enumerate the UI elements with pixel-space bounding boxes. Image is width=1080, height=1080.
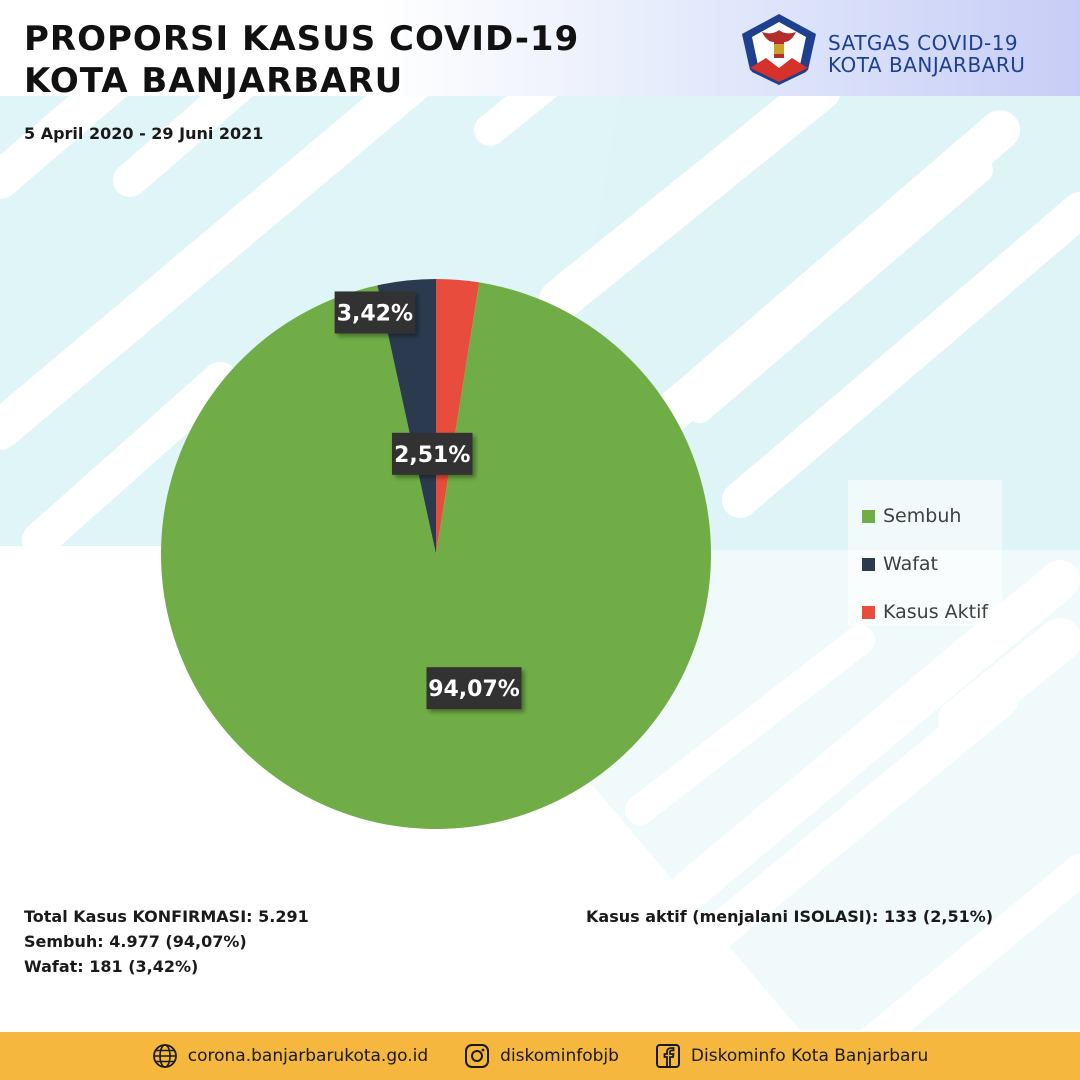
summary-sembuh: Sembuh: 4.977 (94,07%): [24, 932, 247, 951]
legend-label-kasus-aktif: Kasus Aktif: [883, 601, 989, 623]
legend-swatch-kasus-aktif: [862, 605, 875, 619]
title-line-1: PROPORSI KASUS COVID-19: [24, 19, 580, 59]
legend-item-sembuh: Sembuh: [862, 492, 1002, 540]
globe-icon: [152, 1044, 177, 1068]
summary-wafat: Wafat: 181 (3,42%): [24, 957, 199, 976]
chart-legend: Sembuh Wafat Kasus Aktif: [848, 480, 1002, 626]
title-line-2: KOTA BANJARBARU: [24, 61, 404, 101]
summary-aktif: Kasus aktif (menjalani ISOLASI): 133 (2,…: [586, 907, 994, 926]
instagram-icon: [465, 1044, 490, 1068]
data-label-text: 2,51%: [394, 443, 470, 468]
legend-label-sembuh: Sembuh: [883, 505, 962, 527]
footer-website[interactable]: corona.banjarbarukota.go.id: [152, 1043, 428, 1069]
legend-item-wafat: Wafat: [862, 540, 1002, 588]
pie-labels: 2,51% 94,07% 3,42%: [334, 291, 522, 710]
header-band: [0, 0, 1080, 96]
footer-facebook[interactable]: Diskominfo Kota Banjarbaru: [655, 1043, 928, 1069]
brand: SATGAS COVID-19 KOTA BANJARBARU: [740, 12, 1070, 86]
footer-website-text: corona.banjarbarukota.go.id: [187, 1046, 429, 1066]
legend-swatch-sembuh: [862, 509, 875, 523]
data-label-wafat: 3,42%: [334, 291, 416, 334]
brand-line-1: SATGAS COVID-19: [828, 31, 1019, 55]
data-label-text: 94,07%: [428, 677, 520, 702]
pie-slices: [160, 279, 712, 829]
page-title: PROPORSI KASUS COVID-19 KOTA BANJARBARU: [24, 18, 579, 102]
footer-facebook-text: Diskominfo Kota Banjarbaru: [690, 1046, 929, 1066]
pie-slice-sembuh: [160, 282, 712, 829]
legend-label-wafat: Wafat: [883, 553, 938, 575]
brand-text: SATGAS COVID-19 KOTA BANJARBARU: [828, 32, 1025, 76]
data-label-sembuh: 94,07%: [426, 667, 522, 710]
data-label-box: [426, 667, 522, 710]
facebook-icon: [655, 1044, 680, 1068]
date-range: 5 April 2020 - 29 Juni 2021: [24, 124, 264, 143]
data-label-box: [391, 432, 473, 475]
garuda-emblem-icon: [742, 14, 816, 85]
footer: corona.banjarbarukota.go.id diskominfobj…: [0, 1032, 1080, 1080]
legend-item-kasus-aktif: Kasus Aktif: [862, 588, 1002, 636]
data-label-text: 3,42%: [337, 301, 413, 326]
footer-instagram-text: diskominfobjb: [500, 1046, 619, 1066]
legend-swatch-wafat: [862, 557, 875, 571]
brand-line-2: KOTA BANJARBARU: [828, 53, 1026, 77]
data-label-kasus-aktif: 2,51%: [391, 432, 473, 475]
summary-left: Total Kasus KONFIRMASI: 5.291 Sembuh: 4.…: [24, 904, 309, 979]
pie-slice-kasus-aktif: [436, 279, 480, 554]
summary-total: Total Kasus KONFIRMASI: 5.291: [24, 907, 309, 926]
data-label-box: [334, 291, 416, 334]
footer-instagram[interactable]: diskominfobjb: [464, 1043, 619, 1069]
pie-slice-wafat: [377, 279, 436, 554]
